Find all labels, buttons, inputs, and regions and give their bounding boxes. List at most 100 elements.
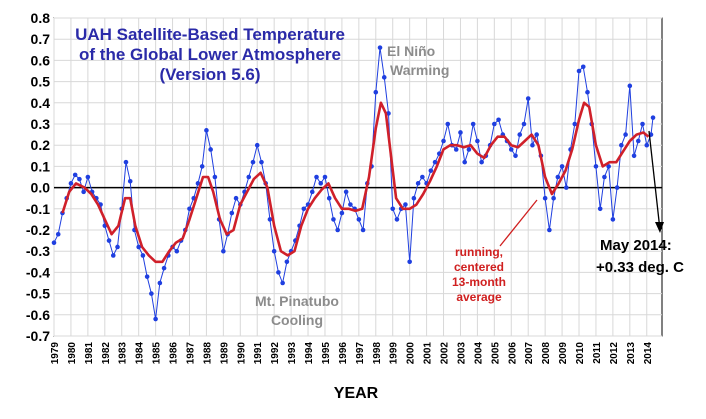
monthly-anomaly-point <box>551 195 556 201</box>
monthly-anomaly-point <box>572 121 578 127</box>
monthly-anomaly-point <box>496 117 501 123</box>
monthly-anomaly-point <box>68 181 74 186</box>
monthly-anomaly-point <box>530 142 535 148</box>
plot-area-background <box>53 17 663 337</box>
x-tick-label: 1980 <box>67 342 78 365</box>
x-tick-label: 2006 <box>507 342 518 365</box>
monthly-anomaly-point <box>106 238 112 243</box>
monthly-anomaly-point <box>631 153 637 159</box>
monthly-anomaly-point <box>212 174 218 180</box>
x-axis-ticks: 1979 1980 1981 1982 1983 1984 1985 1986 1987 1988… <box>50 342 654 365</box>
x-tick-label: 2014 <box>643 342 654 365</box>
monthly-anomaly-point <box>221 248 226 254</box>
monthly-anomaly-point <box>597 206 603 212</box>
monthly-anomaly-point <box>445 121 451 127</box>
x-tick-label: 1990 <box>236 342 247 365</box>
y-tick-label: 0.0 <box>31 180 51 196</box>
monthly-anomaly-point <box>276 270 281 275</box>
monthly-anomaly-point <box>250 159 256 165</box>
monthly-anomaly-point <box>521 121 527 127</box>
monthly-anomaly-point <box>153 316 158 322</box>
pinatubo-line-1: Mt. Pinatubo <box>255 293 339 309</box>
y-axis-ticks: -0.7 -0.6 -0.5 -0.4 -0.3 -0.2 -0.1 0.0 0.1 0.2 0.3… <box>26 10 50 344</box>
monthly-anomaly-point <box>534 132 539 137</box>
x-tick-label: 2000 <box>406 342 417 365</box>
title-line-2: of the Global Lower Atmosphere <box>79 45 341 64</box>
monthly-anomaly-point <box>441 138 446 144</box>
monthly-anomaly-point <box>627 83 633 89</box>
y-tick-label: 0.2 <box>31 137 51 153</box>
monthly-anomaly-point <box>606 164 611 169</box>
running-avg-line-3: 13-month <box>452 275 506 289</box>
monthly-anomaly-point <box>140 253 146 258</box>
monthly-anomaly-point <box>161 265 167 271</box>
monthly-anomaly-point <box>547 227 552 233</box>
x-tick-label: 1995 <box>321 342 332 365</box>
monthly-anomaly-point <box>407 259 412 265</box>
monthly-anomaly-point <box>377 45 383 50</box>
monthly-anomaly-point <box>348 202 353 207</box>
monthly-anomaly-point <box>517 132 523 137</box>
monthly-anomaly-point <box>326 195 332 201</box>
monthly-anomaly-point <box>559 164 565 169</box>
monthly-anomaly-point <box>458 130 463 135</box>
monthly-anomaly-point <box>420 174 425 180</box>
monthly-anomaly-point <box>280 280 285 286</box>
monthly-anomaly-point <box>508 147 514 152</box>
monthly-anomaly-point <box>254 142 260 148</box>
y-tick-label: -0.7 <box>26 328 50 344</box>
monthly-anomaly-point <box>110 253 116 258</box>
y-tick-label: 0.8 <box>31 10 51 26</box>
monthly-anomaly-point <box>72 172 78 178</box>
monthly-anomaly-point <box>343 189 349 195</box>
running-avg-line-1: running, <box>455 245 503 259</box>
monthly-anomaly-point <box>610 217 616 222</box>
y-tick-label: -0.2 <box>26 222 50 238</box>
monthly-anomaly-point <box>466 147 472 152</box>
running-avg-line-2: centered <box>454 260 504 274</box>
monthly-anomaly-point <box>284 259 290 265</box>
monthly-anomaly-point <box>136 244 141 250</box>
monthly-anomaly-point <box>199 164 205 169</box>
monthly-anomaly-point <box>195 181 201 186</box>
monthly-anomaly-point <box>635 138 641 144</box>
x-tick-label: 2010 <box>575 342 586 365</box>
y-tick-label: -0.4 <box>26 264 50 280</box>
el-nino-line-2: Warming <box>390 62 449 78</box>
monthly-anomaly-point <box>301 206 307 212</box>
monthly-anomaly-point <box>157 280 163 286</box>
monthly-anomaly-point <box>640 121 645 127</box>
monthly-anomaly-point <box>525 96 531 101</box>
monthly-anomaly-point <box>204 128 209 133</box>
x-tick-label: 1988 <box>202 342 213 365</box>
monthly-anomaly-point <box>432 159 438 165</box>
monthly-anomaly-point <box>470 121 476 127</box>
el-nino-line-1: El Niño <box>387 43 435 59</box>
running-avg-line-4: average <box>456 290 502 304</box>
x-tick-label: 1984 <box>135 342 146 365</box>
y-tick-label: 0.3 <box>31 116 51 132</box>
monthly-anomaly-point <box>259 159 264 165</box>
monthly-anomaly-point <box>187 206 192 212</box>
y-tick-label: 0.4 <box>31 95 51 111</box>
running-avg-pointer <box>499 199 538 247</box>
y-tick-label: 0.5 <box>31 74 51 90</box>
monthly-anomaly-point <box>360 227 366 233</box>
monthly-anomaly-point <box>144 274 150 279</box>
monthly-anomaly-point <box>267 217 273 222</box>
latest-value-annotation: May 2014: +0.33 deg. C <box>596 130 684 276</box>
monthly-anomaly-point <box>208 147 213 152</box>
latest-arrow-head <box>655 222 664 233</box>
x-tick-label: 1997 <box>355 342 366 365</box>
y-tick-label: 0.7 <box>31 31 51 47</box>
monthly-anomaly-point <box>127 178 133 184</box>
x-tick-label: 1989 <box>219 342 230 365</box>
monthly-anomaly-point <box>411 195 417 201</box>
y-tick-label: 0.1 <box>31 158 51 174</box>
x-tick-label: 1993 <box>287 342 298 365</box>
monthly-anomaly-point <box>576 68 582 74</box>
monthly-anomaly-point <box>593 164 599 169</box>
monthly-anomaly-point <box>555 174 561 180</box>
running-average-line <box>61 101 650 264</box>
y-tick-label: -0.1 <box>26 201 50 217</box>
